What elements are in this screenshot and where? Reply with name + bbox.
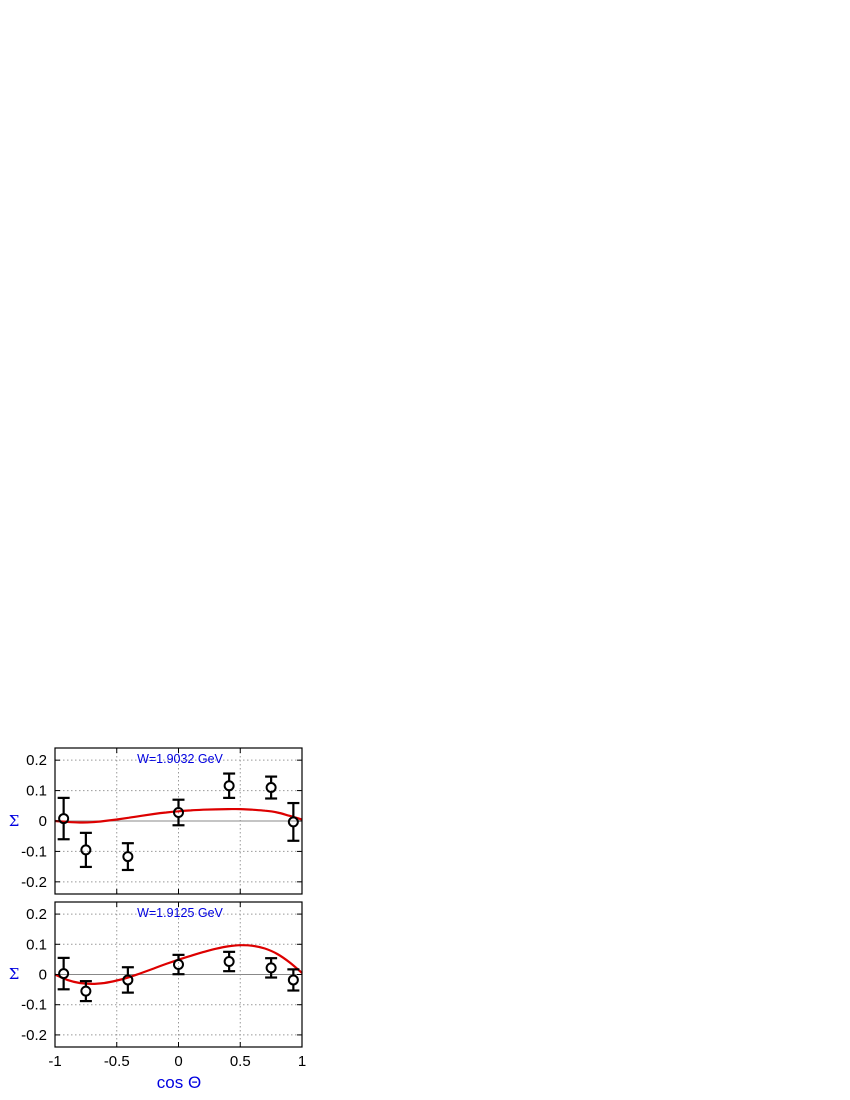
x-tick-label: -0.5	[104, 1053, 130, 1070]
y-ticks-bottom: 0.2 0.1 0 -0.1 -0.2	[21, 906, 302, 1044]
data-point	[223, 950, 236, 973]
annotation-top: W=1.9032 GeV	[137, 752, 223, 766]
data-marker	[58, 813, 70, 825]
data-marker	[287, 974, 299, 986]
data-marker	[223, 780, 235, 792]
data-point	[287, 968, 300, 992]
data-point	[121, 966, 134, 994]
y-axis-label-bottom: Σ	[9, 965, 20, 983]
annotation-bottom: W=1.9125 GeV	[137, 906, 223, 920]
data-marker	[122, 974, 134, 986]
y-tick-label: 0.1	[26, 936, 47, 953]
y-tick-label: 0	[39, 967, 47, 984]
panel-top: 0.2 0.1 0 -0.1 -0.2 W=1.9032 GeV Σ	[9, 747, 303, 895]
data-marker	[265, 962, 277, 974]
data-point	[79, 980, 92, 1003]
data-point	[172, 953, 185, 976]
x-ticks: -1 -0.5 0 0.5 1	[48, 902, 306, 1070]
data-marker	[223, 956, 235, 968]
data-marker	[173, 959, 184, 971]
data-marker	[80, 844, 92, 856]
y-axis-label-top: Σ	[9, 812, 20, 830]
data-point	[79, 831, 92, 869]
data-marker	[287, 816, 299, 828]
x-axis-title: cos Θ	[157, 1073, 201, 1092]
x-tick-label: 1	[298, 1053, 306, 1070]
y-tick-label: 0	[39, 813, 47, 830]
y-tick-label: 0.1	[26, 783, 47, 800]
x-tick-label: -1	[48, 1053, 61, 1070]
data-point	[287, 801, 300, 842]
data-points-top	[57, 772, 300, 872]
data-point	[265, 775, 278, 800]
y-tick-label: -0.1	[21, 843, 47, 860]
data-marker	[58, 968, 70, 980]
data-marker	[265, 782, 277, 794]
data-points-bottom	[57, 950, 300, 1003]
y-tick-label: -0.1	[21, 997, 47, 1014]
y-ticks-top: 0.2 0.1 0 -0.1 -0.2	[21, 748, 303, 894]
data-point	[265, 957, 278, 979]
y-tick-label: -0.2	[21, 874, 47, 891]
panel-bottom: 0.20.10-0.1-0.2 W=1.9125 GeV Σ -1 -0.5 0 0.…	[9, 901, 306, 1070]
data-marker	[173, 806, 184, 818]
data-point	[57, 956, 70, 991]
data-marker	[80, 985, 92, 997]
x-tick-label: 0	[174, 1053, 182, 1070]
x-tick-label: 0.5	[230, 1053, 251, 1070]
y-tick-label: 0.2	[26, 906, 47, 923]
data-marker	[122, 851, 134, 863]
y-tick-label: 0.2	[26, 752, 47, 769]
data-point	[223, 772, 236, 799]
fit-curve-top	[54, 807, 303, 824]
data-point	[121, 842, 134, 872]
data-point	[57, 796, 70, 841]
y-tick-label: -0.2	[21, 1027, 47, 1044]
data-point	[172, 798, 185, 827]
